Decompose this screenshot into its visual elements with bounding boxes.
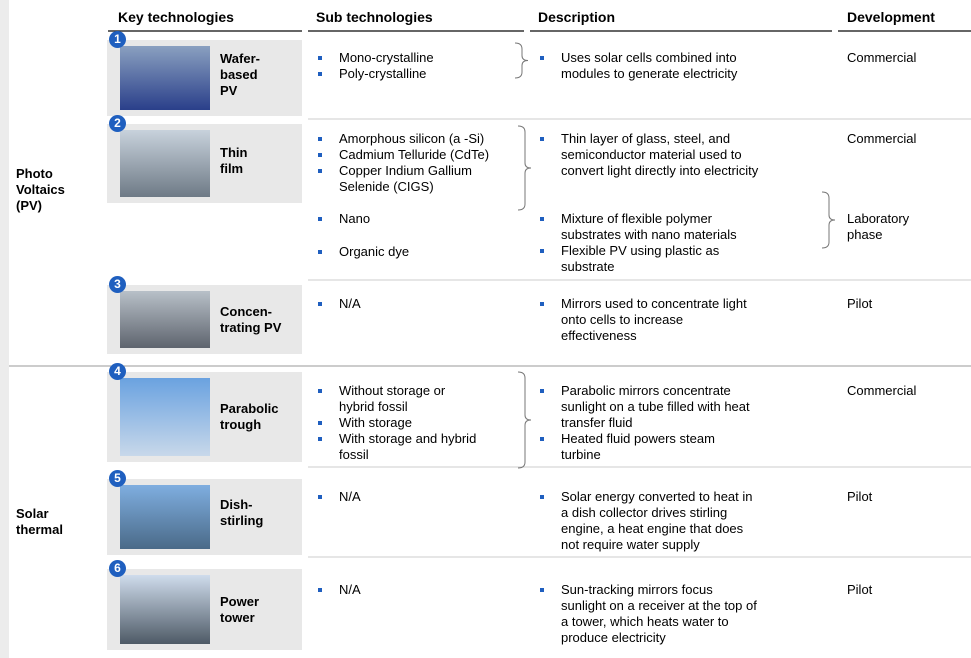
development-item: Pilot [847,489,873,504]
description-item: Sun-tracking mirrors focus sunlight on a… [561,582,757,645]
photo [120,485,210,549]
bullet [540,249,544,253]
column-header: Description [538,9,616,25]
tech-name: Concen- trating PV [220,304,282,335]
bullet [318,217,322,221]
number-badge: 1 [109,31,126,48]
bullet [318,389,322,393]
sub-item: With storage and hybrid fossil [339,431,477,462]
bullet [540,217,544,221]
group-label: Solar thermal [16,506,63,537]
description-item: Uses solar cells combined into modules t… [561,50,738,81]
sub-item: Mono-crystalline [339,50,434,65]
bullet [540,437,544,441]
number-badge: 6 [109,560,126,577]
description-item: Mixture of flexible polymer substrates w… [561,211,737,242]
photo [120,378,210,456]
bullet [318,495,322,499]
bullet [540,389,544,393]
sub-item: Amorphous silicon (a -Si) [339,131,485,146]
sub-item: N/A [339,296,361,311]
description-item: Flexible PV using plastic as substrate [561,243,720,274]
description-item: Solar energy converted to heat in a dish… [561,489,753,552]
column-header: Key technologies [118,9,234,25]
brace [517,371,532,469]
description-item: Thin layer of glass, steel, and semicond… [561,131,759,178]
brace [821,191,836,249]
bullet [540,302,544,306]
brace [514,42,529,79]
description-item: Heated fluid powers steam turbine [561,431,715,462]
bullet [318,169,322,173]
bullet [318,137,322,141]
tech-name: Thin film [220,145,248,176]
bullet [318,153,322,157]
sub-item: With storage [339,415,412,430]
bullet [318,437,322,441]
tech-name: Wafer- based PV [220,51,260,98]
bullet [318,588,322,592]
development-item: Pilot [847,582,873,597]
development-item: Commercial [847,131,917,146]
bullet [318,56,322,60]
bullet [318,72,322,76]
bullet [540,56,544,60]
left-strip [0,0,9,658]
sub-item: Poly-crystalline [339,66,427,81]
development-item: Laboratory phase [847,211,910,242]
bullet [540,495,544,499]
description-item: Mirrors used to concentrate light onto c… [561,296,747,343]
brace [517,125,532,211]
development-item: Pilot [847,296,873,311]
sub-item: N/A [339,489,361,504]
tech-name: Dish- stirling [220,497,264,528]
column-header: Development [847,9,935,25]
bullet [318,250,322,254]
bullet [540,137,544,141]
tech-name: Parabolic trough [220,401,279,432]
bullet [540,588,544,592]
number-badge: 2 [109,115,126,132]
number-badge: 4 [109,363,126,380]
number-badge: 3 [109,276,126,293]
development-item: Commercial [847,50,917,65]
sub-item: Nano [339,211,371,226]
development-item: Commercial [847,383,917,398]
sub-item: Without storage or hybrid fossil [339,383,446,414]
photo [120,291,210,348]
photo [120,575,210,644]
sub-item: N/A [339,582,361,597]
bullet [318,302,322,306]
sub-item: Cadmium Telluride (CdTe) [339,147,490,162]
tech-name: Power tower [220,594,260,625]
bullet [318,421,322,425]
column-header: Sub technologies [316,9,433,25]
sub-item: Copper Indium Gallium Selenide (CIGS) [339,163,472,194]
description-item: Parabolic mirrors concentrate sunlight o… [561,383,750,430]
group-label: Photo Voltaics (PV) [16,166,65,213]
photo [120,130,210,197]
number-badge: 5 [109,470,126,487]
photo [120,46,210,110]
sub-item: Organic dye [339,244,410,259]
